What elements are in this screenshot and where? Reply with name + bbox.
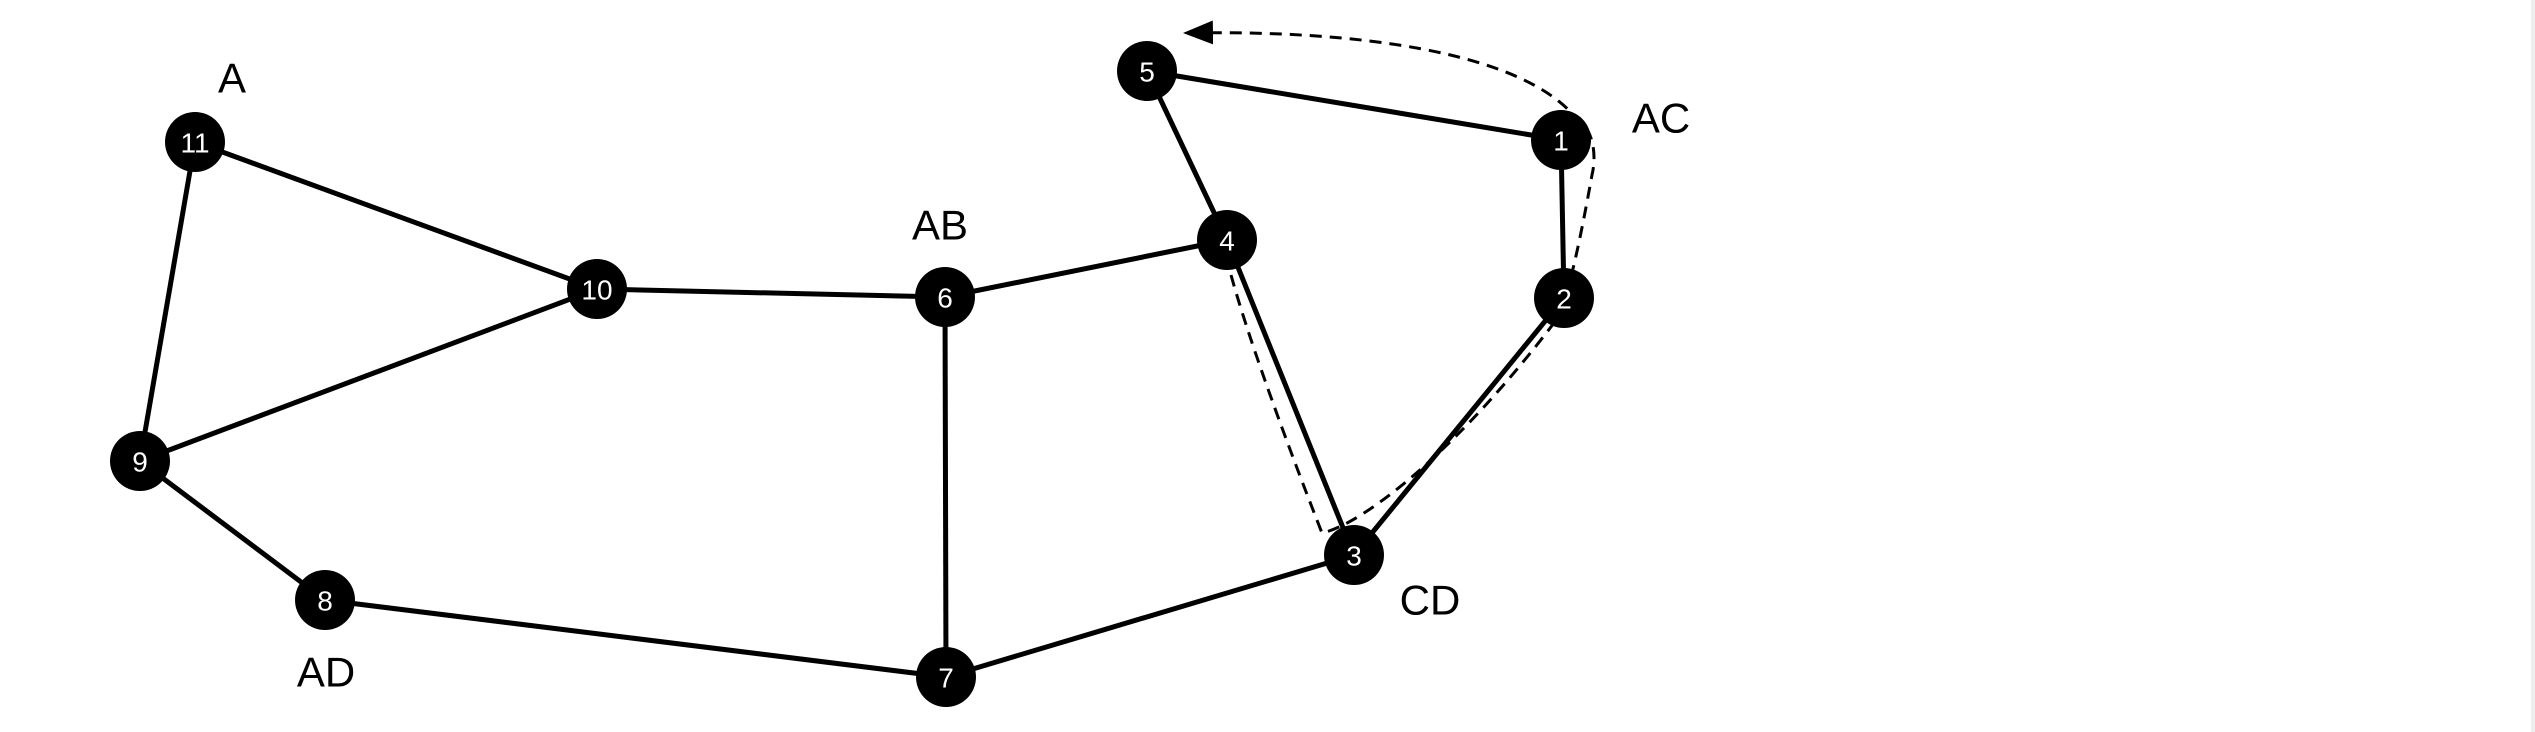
node-6: 6 bbox=[915, 267, 975, 327]
region-label-ac: AC bbox=[1632, 95, 1690, 142]
region-label-ad: AD bbox=[297, 649, 355, 696]
edge-2-3 bbox=[1352, 296, 1566, 557]
node-2: 2 bbox=[1534, 268, 1594, 328]
node-11: 11 bbox=[165, 112, 225, 172]
node-circle-5 bbox=[1117, 41, 1177, 101]
edges-layer bbox=[137, 68, 1567, 680]
node-label-7: 7 bbox=[938, 663, 954, 694]
region-label-a: A bbox=[218, 55, 246, 102]
edge-5-1 bbox=[1146, 68, 1562, 143]
node-3: 3 bbox=[1324, 525, 1384, 585]
dashed-route-arrow bbox=[1183, 20, 1596, 535]
node-label-10: 10 bbox=[581, 275, 612, 306]
node-circle-1 bbox=[1531, 110, 1591, 170]
node-label-9: 9 bbox=[132, 447, 148, 478]
edge-10-6 bbox=[596, 286, 946, 300]
node-10: 10 bbox=[567, 259, 627, 319]
edge-9-8 bbox=[138, 459, 327, 602]
node-circle-9 bbox=[110, 431, 170, 491]
node-circle-7 bbox=[916, 647, 976, 707]
node-label-6: 6 bbox=[937, 283, 953, 314]
edge-6-7 bbox=[942, 296, 949, 678]
edge-7-3 bbox=[945, 552, 1355, 680]
node-5: 5 bbox=[1117, 41, 1177, 101]
node-circle-11 bbox=[165, 112, 225, 172]
edge-11-9 bbox=[137, 141, 198, 462]
node-1: 1 bbox=[1531, 110, 1591, 170]
node-label-4: 4 bbox=[1219, 226, 1235, 257]
node-circle-2 bbox=[1534, 268, 1594, 328]
edge-11-10 bbox=[194, 139, 598, 292]
node-9: 9 bbox=[110, 431, 170, 491]
edge-4-3 bbox=[1224, 239, 1357, 556]
edge-4-5 bbox=[1144, 69, 1230, 242]
node-label-8: 8 bbox=[317, 586, 333, 617]
node-7: 7 bbox=[916, 647, 976, 707]
node-label-11: 11 bbox=[180, 128, 209, 159]
node-8: 8 bbox=[295, 570, 355, 630]
nodes-layer: 1 2 3 4 5 6 7 8 9 10 11 bbox=[110, 41, 1594, 707]
node-label-3: 3 bbox=[1346, 541, 1362, 572]
page-right-border bbox=[2531, 0, 2535, 732]
node-4: 4 bbox=[1197, 210, 1257, 270]
node-label-1: 1 bbox=[1553, 126, 1569, 157]
node-circle-3 bbox=[1324, 525, 1384, 585]
region-label-ab: AB bbox=[912, 202, 968, 249]
node-circle-4 bbox=[1197, 210, 1257, 270]
region-label-cd: CD bbox=[1400, 577, 1461, 624]
node-label-5: 5 bbox=[1139, 57, 1155, 88]
node-circle-6 bbox=[915, 267, 975, 327]
dashed-route-layer bbox=[1183, 20, 1596, 535]
edge-6-4 bbox=[944, 237, 1228, 300]
node-circle-10 bbox=[567, 259, 627, 319]
edge-10-9 bbox=[139, 286, 598, 464]
node-circle-8 bbox=[295, 570, 355, 630]
node-label-2: 2 bbox=[1556, 284, 1572, 315]
edge-8-7 bbox=[324, 597, 947, 680]
region-labels-layer: A AB AC AD CD bbox=[218, 55, 1690, 696]
